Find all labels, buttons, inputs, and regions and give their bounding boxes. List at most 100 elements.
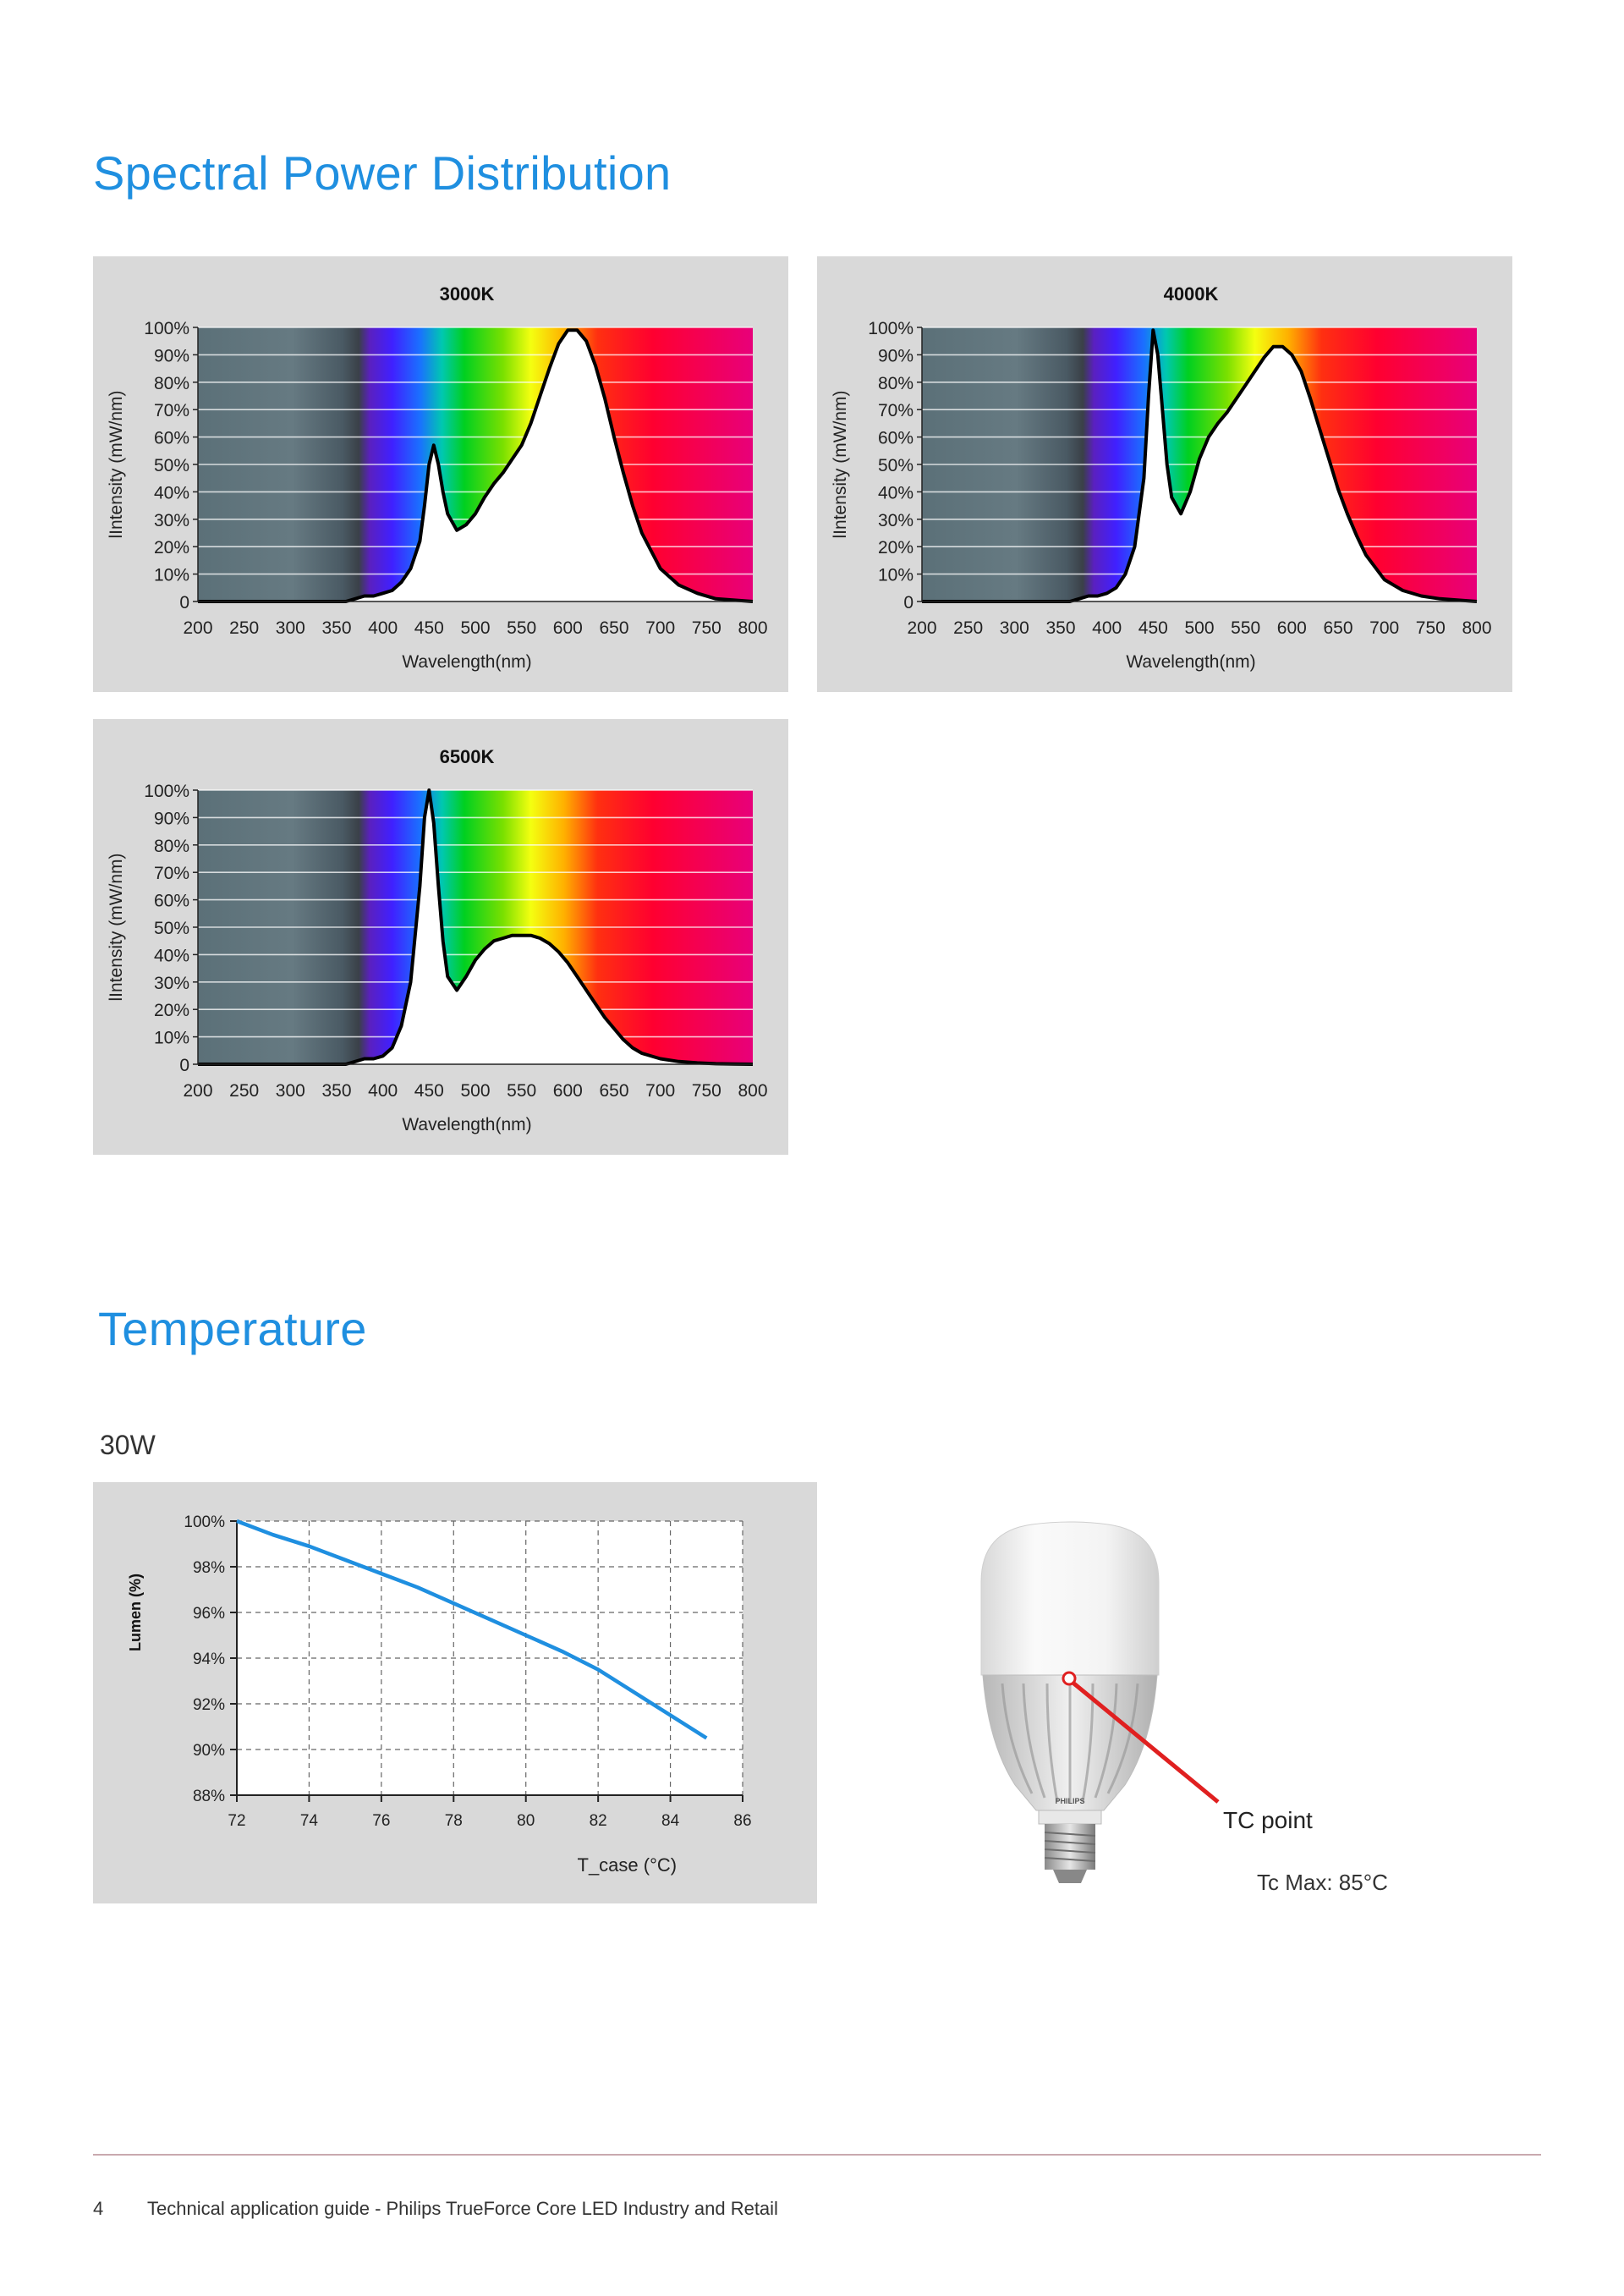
x-tick-label: 800 [1462, 618, 1491, 638]
x-tick-label: 82 [590, 1812, 607, 1830]
x-axis-label: T_case (°C) [578, 1854, 678, 1876]
x-tick-label: 450 [1138, 618, 1168, 638]
y-axis-label: lIntensity (mW/nm) [107, 390, 126, 538]
spd-chart-6500k-plot: 6500K 0 10% 20% 30% 40% 50% 60% 70% 80% 90% 100% 200… [107, 746, 768, 1134]
lumen-curve [236, 1519, 708, 1740]
y-tick-label: 60% [154, 892, 189, 911]
x-tick-label: 450 [414, 1081, 444, 1101]
x-tick-label: 500 [1184, 618, 1214, 638]
y-tick-label: 94% [193, 1651, 225, 1668]
tc-max-label: Tc Max: 85°C [1257, 1870, 1388, 1895]
y-tick-label: 40% [154, 483, 189, 503]
section-title-temperature: Temperature [98, 1302, 367, 1355]
chart-title: 3000K [440, 283, 495, 305]
x-tick-label: 550 [507, 618, 536, 638]
x-tick-label: 200 [907, 618, 936, 638]
x-tick-label: 550 [507, 1081, 536, 1101]
spd-chart-6500k: 6500K 0 10% 20% 30% 40% 50% 60% 70% 80% 90% 100% 200… [93, 719, 788, 1155]
x-tick-label: 76 [372, 1812, 390, 1830]
x-tick-label: 500 [460, 618, 490, 638]
x-tick-label: 350 [1045, 618, 1075, 638]
spd-area [198, 330, 753, 601]
x-tick-label: 600 [1277, 618, 1307, 638]
y-tick-label: 80% [154, 374, 189, 393]
y-tick-label: 70% [154, 401, 189, 420]
x-tick-label: 600 [553, 1081, 583, 1101]
y-tick-label: 100% [144, 782, 189, 801]
y-tick-label: 98% [193, 1559, 225, 1577]
spd-curve [198, 788, 754, 1066]
x-tick-label: 400 [368, 618, 398, 638]
y-tick-label: 100% [184, 1513, 225, 1531]
y-tick-label: 20% [154, 538, 189, 558]
x-tick-label: 78 [445, 1812, 463, 1830]
x-tick-label: 300 [276, 1081, 305, 1101]
lamp-brand-text: PHILIPS [1055, 1797, 1084, 1805]
y-tick-label: 20% [878, 538, 914, 558]
spd-chart-3000k-plot: 3000K 0 10% 20% 30% 40% 50% 60% 70% 80% 90% 100% 200… [107, 283, 768, 672]
spd-chart-4000k: 4000K 0 10% 20% 30% 40% 50% 60% 70% 80% 90% 100% 200… [817, 256, 1512, 692]
y-tick-label: 40% [878, 483, 914, 503]
y-tick-label: 92% [193, 1696, 225, 1714]
x-tick-label: 700 [645, 1081, 675, 1101]
y-tick-label: 0 [179, 593, 189, 612]
y-tick-label: 50% [878, 456, 914, 475]
x-axis-label: Wavelength(nm) [402, 1115, 531, 1134]
y-tick-label: 10% [878, 566, 914, 585]
x-tick-label: 650 [599, 618, 628, 638]
y-tick-label: 70% [878, 401, 914, 420]
spd-chart-4000k-plot: 4000K 0 10% 20% 30% 40% 50% 60% 70% 80% 90% 100% 200… [831, 283, 1492, 672]
x-tick-label: 650 [1323, 618, 1352, 638]
y-tick-label: 90% [154, 809, 189, 828]
x-axis-label: Wavelength(nm) [1126, 652, 1255, 672]
x-tick-label: 72 [228, 1812, 245, 1830]
x-tick-label: 250 [953, 618, 983, 638]
temperature-chart: 88% 90% 92% 94% 96% 98% 100% 72 74 76 78 80 82 84 86 T_… [93, 1482, 817, 1903]
x-tick-label: 300 [1000, 618, 1029, 638]
y-tick-label: 40% [154, 946, 189, 965]
x-tick-label: 86 [733, 1812, 751, 1830]
x-tick-label: 80 [517, 1812, 535, 1830]
y-tick-label: 50% [154, 919, 189, 938]
x-tick-label: 600 [553, 618, 583, 638]
y-tick-label: 70% [154, 864, 189, 883]
y-tick-label: 30% [154, 974, 189, 993]
x-tick-label: 400 [368, 1081, 398, 1101]
y-tick-label: 0 [903, 593, 914, 612]
tc-leader-line [1069, 1679, 1220, 1804]
spd-curve [198, 328, 754, 603]
y-tick-label: 60% [878, 429, 914, 448]
x-axis-label: Wavelength(nm) [402, 652, 531, 672]
x-tick-label: 400 [1092, 618, 1122, 638]
x-tick-label: 350 [321, 618, 351, 638]
y-axis-label: Lumen (%) [127, 1574, 144, 1651]
y-tick-label: 96% [193, 1605, 225, 1623]
x-tick-label: 200 [183, 618, 212, 638]
x-tick-label: 700 [1369, 618, 1399, 638]
chart-title: 4000K [1164, 283, 1219, 305]
x-tick-label: 84 [661, 1812, 680, 1830]
x-tick-label: 550 [1231, 618, 1260, 638]
x-tick-label: 650 [599, 1081, 628, 1101]
y-tick-label: 0 [179, 1056, 189, 1075]
y-tick-label: 30% [878, 511, 914, 530]
x-tick-label: 700 [645, 618, 675, 638]
y-tick-label: 60% [154, 429, 189, 448]
spd-chart-3000k: 3000K 0 10% 20% 30% 40% 50% 60% 70% 80% 90% 100% 200… [93, 256, 788, 692]
x-tick-label: 800 [738, 618, 767, 638]
spd-area [922, 330, 1477, 601]
y-tick-label: 20% [154, 1001, 189, 1020]
y-tick-label: 88% [193, 1788, 225, 1805]
led-lamp-illustration: PHILIPS [980, 1521, 1220, 1883]
y-tick-label: 90% [878, 346, 914, 365]
page-number: 4 [93, 2198, 104, 2219]
spd-area [198, 790, 753, 1064]
tc-point-label: TC point [1223, 1807, 1313, 1833]
temperature-chart-plot: 88% 90% 92% 94% 96% 98% 100% 72 74 76 78 80 82 84 86 T_… [127, 1513, 752, 1876]
y-tick-label: 80% [154, 837, 189, 856]
y-tick-label: 100% [144, 319, 189, 338]
x-tick-label: 800 [738, 1081, 767, 1101]
y-tick-label: 10% [154, 566, 189, 585]
temperature-chart-caption: 30W [100, 1430, 156, 1460]
y-axis-label: lIntensity (mW/nm) [107, 853, 126, 1001]
